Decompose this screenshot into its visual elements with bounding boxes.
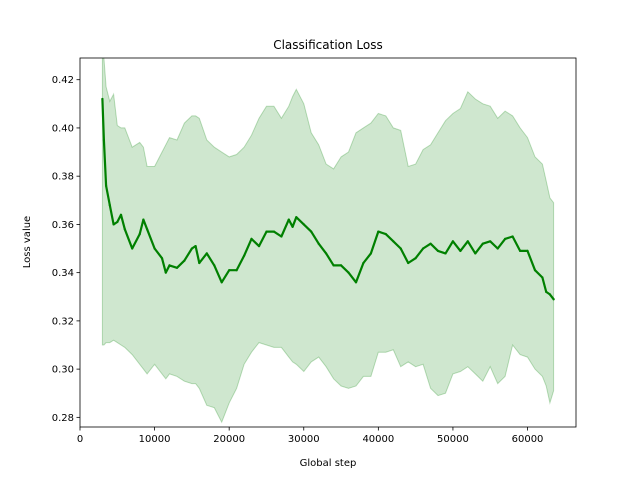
loss-point <box>102 138 105 142</box>
loss-point <box>228 269 231 272</box>
loss-point <box>377 230 380 233</box>
loss-point <box>489 240 492 243</box>
loss-point <box>295 216 298 219</box>
loss-point <box>153 247 156 250</box>
loss-point <box>407 261 410 265</box>
y-tick-label: 0.32 <box>52 316 74 327</box>
y-tick-label: 0.36 <box>52 220 74 231</box>
x-tick-label: 60000 <box>512 434 544 445</box>
loss-point <box>552 298 555 301</box>
loss-point <box>541 276 544 279</box>
y-tick-label: 0.42 <box>52 75 74 86</box>
loss-point <box>392 240 395 243</box>
loss-point <box>362 261 365 265</box>
loss-point <box>101 97 104 101</box>
loss-point <box>183 259 186 262</box>
loss-point <box>422 247 425 250</box>
loss-point <box>302 223 305 226</box>
loss-point <box>105 184 108 187</box>
loss-point <box>354 281 358 284</box>
loss-point <box>175 266 179 269</box>
confidence-band <box>101 58 555 424</box>
loss-point <box>325 252 328 255</box>
y-tick-label: 0.40 <box>52 123 74 134</box>
loss-point <box>533 269 537 272</box>
loss-point <box>451 240 454 243</box>
loss-point <box>205 252 208 255</box>
y-axis-label: Loss value <box>22 216 33 268</box>
loss-point <box>399 247 402 250</box>
loss-point <box>548 293 552 296</box>
x-tick-label: 50000 <box>437 434 469 445</box>
loss-point <box>436 249 440 252</box>
loss-point <box>369 252 372 255</box>
loss-point <box>243 254 246 257</box>
loss-point <box>116 220 119 224</box>
plot-area <box>101 58 555 424</box>
loss-point <box>545 290 548 293</box>
loss-point <box>257 245 261 248</box>
loss-point <box>459 249 462 252</box>
loss-point <box>496 247 499 250</box>
loss-point <box>429 242 432 245</box>
loss-point <box>142 218 145 221</box>
loss-point <box>291 225 294 228</box>
loss-point <box>146 228 149 231</box>
plot-frame <box>79 57 577 428</box>
x-axis-label: Global step <box>300 458 357 469</box>
x-axis: 0 10000 20000 30000 40000 50000 60000 <box>77 427 544 445</box>
y-axis: 0.28 0.30 0.32 0.34 0.36 0.38 0.40 0.42 <box>52 75 80 424</box>
loss-point <box>138 233 141 236</box>
loss-point <box>265 230 268 233</box>
y-tick-label: 0.28 <box>52 413 74 424</box>
x-tick-label: 10000 <box>139 434 171 445</box>
loss-point <box>526 249 529 252</box>
loss-point <box>474 252 477 255</box>
loss-point <box>108 204 111 207</box>
loss-point <box>213 264 216 267</box>
loss-point <box>119 213 123 216</box>
loss-point <box>160 257 164 260</box>
loss-point <box>481 242 484 245</box>
loss-point <box>317 242 320 245</box>
loss-point <box>280 235 283 238</box>
loss-point <box>112 223 115 226</box>
y-tick-label: 0.34 <box>52 268 74 279</box>
loss-point <box>164 271 167 274</box>
loss-point <box>235 269 238 272</box>
loss-point <box>444 252 447 255</box>
loss-point <box>384 233 387 236</box>
loss-point <box>272 230 275 233</box>
loss-point <box>519 249 522 252</box>
loss-point <box>504 237 507 240</box>
loss-point <box>220 281 223 284</box>
loss-point <box>340 264 343 267</box>
x-tick-label: 0 <box>77 434 83 445</box>
x-tick-label: 40000 <box>362 434 394 445</box>
loss-point <box>466 240 469 243</box>
loss-point <box>168 264 171 267</box>
y-tick-label: 0.38 <box>52 172 74 183</box>
loss-point <box>123 228 126 231</box>
x-tick-label: 30000 <box>288 434 320 445</box>
loss-point <box>194 245 197 248</box>
chart-title: Classification Loss <box>273 38 383 52</box>
loss-point <box>250 237 253 240</box>
loss-point <box>347 271 350 274</box>
loss-point <box>310 230 313 233</box>
loss-point <box>414 257 417 260</box>
loss-point <box>511 235 514 238</box>
loss-point <box>190 247 193 250</box>
x-tick-label: 20000 <box>213 434 245 445</box>
loss-point <box>131 247 134 250</box>
y-tick-label: 0.30 <box>52 365 74 376</box>
loss-point <box>198 261 201 265</box>
loss-point <box>287 218 290 221</box>
loss-point <box>332 264 335 267</box>
